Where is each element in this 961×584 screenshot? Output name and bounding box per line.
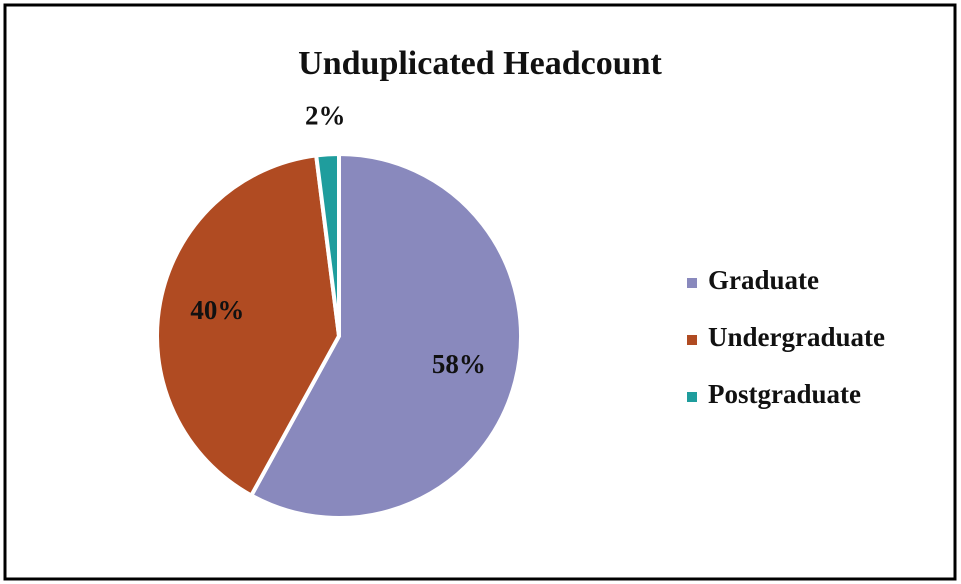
pie-slice	[248, 151, 523, 520]
legend-label: Graduate	[708, 265, 819, 295]
legend-label: Postgraduate	[708, 379, 861, 409]
legend-swatch	[687, 392, 697, 402]
legend-swatch	[687, 278, 697, 288]
data-label: 40%	[190, 295, 244, 325]
pie-slice	[313, 151, 341, 337]
data-label: 2%	[305, 101, 346, 131]
pie-slice	[155, 153, 342, 499]
data-label: 58%	[432, 349, 486, 379]
legend-label: Undergraduate	[708, 322, 885, 352]
chart-title: Unduplicated Headcount	[298, 45, 662, 82]
legend-swatch	[687, 335, 697, 345]
